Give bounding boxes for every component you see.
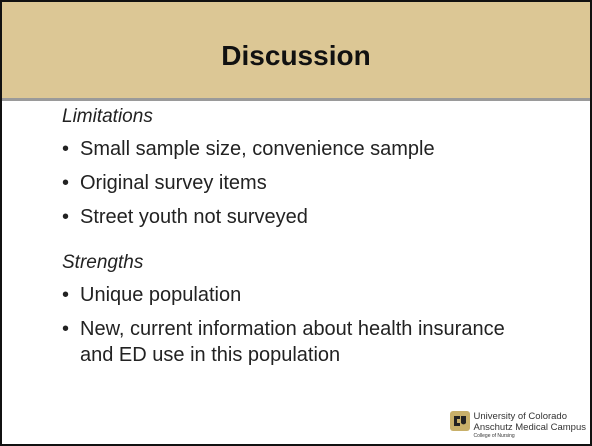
section-heading: Limitations xyxy=(62,106,153,127)
bullet-item: Original survey items xyxy=(62,170,525,196)
bullet-list: Small sample size, convenience sample Ori… xyxy=(62,136,562,230)
bullet-item: Unique population xyxy=(62,282,525,308)
bullet-list: Unique population New, current informatio… xyxy=(62,282,562,368)
slide-title: Discussion xyxy=(221,40,371,71)
logo-line: Anschutz Medical Campus xyxy=(473,422,586,433)
slide-body: Limitations Small sample size, convenienc… xyxy=(62,106,562,390)
header-band: Discussion xyxy=(2,2,590,101)
bullet-item: Small sample size, convenience sample xyxy=(62,136,525,162)
logo-line: University of Colorado xyxy=(473,411,567,422)
logo: University of Colorado Anschutz Medical C… xyxy=(449,411,586,440)
section-heading: Strengths xyxy=(62,252,144,273)
logo-icon xyxy=(449,411,470,431)
logo-line: College of Nursing xyxy=(473,433,515,439)
logo-text: University of Colorado Anschutz Medical C… xyxy=(474,411,586,440)
bullet-item: New, current information about health in… xyxy=(62,316,525,368)
bullet-item: Street youth not surveyed xyxy=(62,204,525,230)
